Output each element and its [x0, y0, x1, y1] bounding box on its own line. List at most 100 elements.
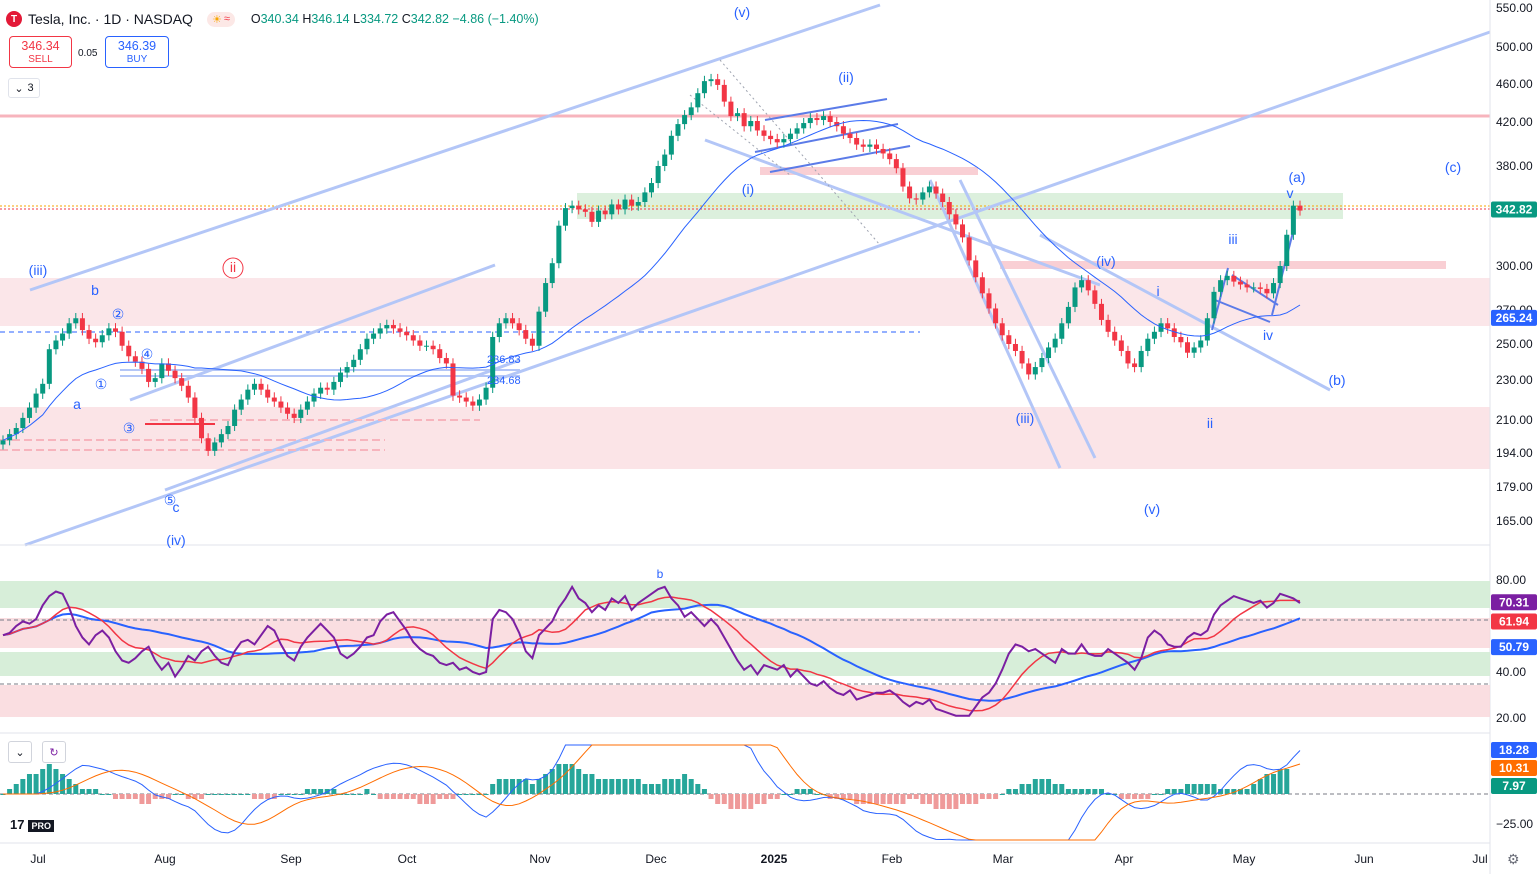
candle-body [781, 139, 787, 143]
candle-body [46, 349, 52, 384]
macd-histogram-bar [417, 794, 423, 804]
macd-histogram-bar [1059, 784, 1065, 794]
macd-histogram-bar [1224, 789, 1230, 794]
candles [0, 73, 1303, 456]
macd-value-tag-text: 7.97 [1502, 779, 1526, 793]
candle-body [609, 204, 615, 215]
settings-gear-icon[interactable]: ⚙ [1507, 851, 1520, 867]
status-icons[interactable]: ☀ ≈ [206, 11, 235, 27]
candle-body [596, 210, 602, 222]
macd-histogram-bar [1019, 784, 1025, 794]
candle-body [1145, 338, 1151, 351]
candle-body [1026, 363, 1032, 375]
price-tick: 420.00 [1496, 115, 1533, 129]
sell-button[interactable]: 346.34 SELL [9, 36, 72, 68]
macd-histogram-bar [1072, 789, 1078, 794]
candle-body [754, 121, 760, 131]
candle-body [629, 199, 635, 206]
time-axis[interactable]: Jul Aug Sep Oct Nov Dec 2025 Feb Mar Apr May Jun Jul [30, 852, 1487, 866]
candle-body [1151, 331, 1157, 339]
macd-histogram-bar [1105, 794, 1111, 795]
rsi-oversold-zone [0, 685, 1490, 717]
candle-body [1290, 205, 1296, 235]
candle-body [946, 201, 952, 215]
candle-body [688, 107, 694, 116]
candle-body [655, 166, 661, 184]
macd-histogram-bar [450, 794, 456, 799]
macd-value-tag [1491, 760, 1537, 776]
symbol-title[interactable]: Tesla, Inc. · 1D · NASDAQ [28, 11, 193, 27]
macd-histogram-bar [1012, 789, 1018, 794]
macd-histogram-bar [1112, 794, 1118, 795]
macd-refresh-button[interactable]: ↻ [42, 741, 66, 763]
macd-histogram-bar [152, 794, 158, 799]
candle-body [1211, 291, 1217, 319]
time-tick: Jun [1354, 852, 1373, 866]
wave-label: ① [95, 376, 108, 392]
candle-body [1019, 350, 1025, 364]
low-value: 334.72 [360, 12, 399, 26]
tv-logo-mark: 17 [10, 817, 25, 832]
candle-body [728, 101, 734, 117]
buy-button[interactable]: 346.39 BUY [105, 36, 169, 68]
candle-body [86, 330, 92, 339]
candle-body [93, 338, 99, 343]
candle-body [0, 440, 6, 445]
candle-body [443, 358, 449, 364]
candle-body [73, 318, 79, 324]
time-tick: Nov [529, 852, 550, 866]
candle-body [549, 263, 555, 284]
rsi-mid-green-zone [0, 652, 1490, 676]
macd-histogram-bar [735, 794, 741, 809]
candle-body [1085, 280, 1091, 291]
macd-histogram-bar [867, 794, 873, 804]
candle-body [33, 393, 39, 408]
macd-histogram-bar [410, 794, 416, 799]
channel-line-3 [769, 145, 911, 173]
macd-histogram-bar [424, 794, 430, 804]
macd-histogram-bar [993, 794, 999, 799]
macd-histogram-bar [443, 794, 449, 799]
rsi-tick: 80.00 [1496, 573, 1526, 587]
candle-body [390, 324, 396, 329]
macd-histogram-bar [1145, 794, 1151, 799]
candle-body [953, 214, 959, 225]
macd-histogram-bar [940, 794, 946, 809]
macd-histogram-bar [1171, 789, 1177, 794]
macd-histogram-bar [205, 794, 211, 795]
time-tick: Dec [645, 852, 666, 866]
macd-histogram-bar [1204, 784, 1210, 794]
macd-histogram-bar [814, 794, 820, 795]
macd-histogram-bar [529, 784, 535, 794]
macd-histogram-bar [761, 794, 767, 804]
rsi-value-tag [1491, 594, 1537, 611]
candle-body [589, 211, 595, 222]
macd-histogram-bar [543, 774, 549, 794]
macd-histogram-bar [1132, 794, 1138, 799]
macd-tick: −25.00 [1496, 817, 1533, 831]
macd-histogram-bar [106, 794, 112, 795]
wave-label: (c) [1445, 159, 1461, 175]
macd-collapse-button[interactable]: ⌄ [8, 741, 32, 763]
candle-body [913, 198, 919, 200]
macd [0, 744, 1301, 841]
macd-histogram-bar [688, 779, 694, 794]
tesla-logo-icon: T [6, 11, 22, 27]
chevron-down-icon: ⌄ [15, 746, 25, 759]
open-value: 340.34 [260, 12, 299, 26]
candle-body [60, 333, 66, 341]
candle-body [675, 124, 681, 136]
candle-body [483, 387, 489, 400]
indicators-toggle[interactable]: ⌄ 3 [8, 78, 40, 98]
price-axis[interactable]: 550.00500.00460.00420.00380.00300.00270.… [1496, 1, 1533, 831]
last-price-tag-text: 342.82 [1496, 203, 1533, 217]
buy-price: 346.39 [117, 39, 157, 53]
candle-body [384, 324, 390, 329]
candle-body [854, 137, 860, 145]
macd-histogram-bar [986, 794, 992, 799]
macd-histogram-bar [1065, 789, 1071, 794]
macd-histogram-bar [1085, 789, 1091, 794]
candle-body [1165, 323, 1171, 329]
time-tick: Oct [398, 852, 417, 866]
